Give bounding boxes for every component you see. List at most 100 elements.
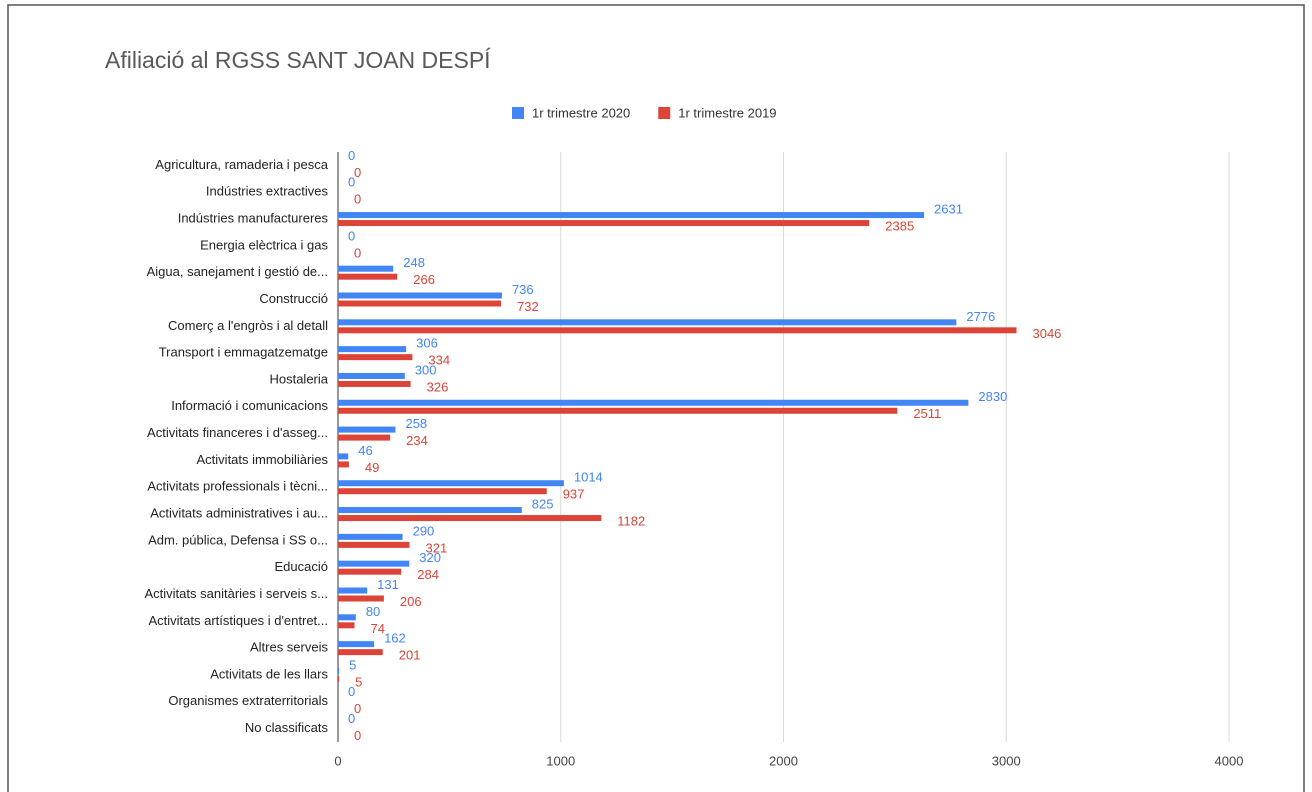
y-tick-label: Transport i emmagatzematge bbox=[159, 345, 328, 360]
bar bbox=[338, 587, 368, 594]
bar bbox=[338, 273, 398, 280]
data-label: 49 bbox=[365, 460, 379, 475]
bar bbox=[338, 372, 405, 379]
data-label: 5 bbox=[355, 674, 362, 689]
data-label: 290 bbox=[413, 523, 435, 538]
y-tick-label: Informació i comunicacions bbox=[171, 398, 328, 413]
chart-title: Afiliació al RGSS SANT JOAN DESPÍ bbox=[105, 47, 491, 73]
y-tick-label: Altres serveis bbox=[250, 640, 329, 655]
y-tick-label: Energia elèctrica i gas bbox=[200, 237, 328, 252]
data-label: 2830 bbox=[978, 389, 1007, 404]
legend-swatch bbox=[658, 107, 671, 119]
y-tick-label: Activitats de les llars bbox=[210, 666, 328, 681]
y-tick-label: Activitats sanitàries i serveis s... bbox=[145, 586, 329, 601]
data-label: 334 bbox=[428, 353, 450, 368]
data-label: 74 bbox=[370, 621, 384, 636]
data-label: 0 bbox=[354, 245, 361, 260]
data-label: 0 bbox=[348, 228, 355, 243]
data-label: 0 bbox=[348, 175, 355, 190]
data-label: 131 bbox=[377, 577, 399, 592]
legend-label: 1r trimestre 2019 bbox=[678, 105, 776, 120]
y-tick-label: Aigua, sanejament i gestió de... bbox=[147, 264, 328, 279]
data-label: 80 bbox=[366, 604, 380, 619]
data-label: 0 bbox=[354, 192, 361, 207]
x-tick-label: 3000 bbox=[992, 753, 1021, 768]
data-label: 234 bbox=[406, 433, 428, 448]
x-tick-label: 4000 bbox=[1215, 753, 1244, 768]
bar bbox=[338, 346, 407, 353]
bar bbox=[338, 407, 898, 414]
data-label: 1014 bbox=[574, 470, 603, 485]
y-tick-label: Organismes extraterritorials bbox=[168, 693, 328, 708]
data-label: 2511 bbox=[913, 406, 941, 421]
bar bbox=[338, 327, 1017, 334]
data-label: 46 bbox=[358, 443, 372, 458]
data-label: 258 bbox=[405, 416, 427, 431]
data-label: 937 bbox=[563, 487, 585, 502]
y-tick-label: Construcció bbox=[259, 291, 328, 306]
data-label: 320 bbox=[419, 550, 441, 565]
data-label: 0 bbox=[348, 684, 355, 699]
bar bbox=[338, 667, 340, 674]
bar bbox=[338, 614, 356, 621]
y-tick-label: Agricultura, ramaderia i pesca bbox=[155, 157, 328, 172]
y-tick-label: Activitats artístiques i d'entret... bbox=[149, 613, 329, 628]
y-tick-label: Activitats immobiliàries bbox=[197, 452, 329, 467]
bar bbox=[338, 265, 394, 272]
data-label: 321 bbox=[426, 540, 448, 555]
y-tick-label: No classificats bbox=[245, 720, 329, 735]
bar bbox=[338, 533, 403, 540]
data-label: 306 bbox=[416, 336, 438, 351]
legend-swatch bbox=[512, 107, 524, 119]
bar bbox=[338, 675, 340, 682]
data-label: 5 bbox=[349, 657, 356, 672]
data-label: 0 bbox=[354, 701, 361, 716]
data-label: 162 bbox=[384, 631, 406, 646]
y-tick-label: Educació bbox=[275, 559, 328, 574]
y-tick-label: Comerç a l'engròs i al detall bbox=[168, 318, 328, 333]
bar bbox=[338, 641, 375, 648]
bar bbox=[338, 649, 383, 656]
x-tick-label: 0 bbox=[334, 753, 341, 768]
bar bbox=[338, 399, 969, 406]
data-label: 1182 bbox=[617, 513, 645, 528]
bar bbox=[338, 595, 384, 602]
bar bbox=[338, 426, 396, 433]
data-label: 0 bbox=[348, 148, 355, 163]
data-label: 736 bbox=[512, 282, 534, 297]
frame bbox=[7, 4, 1305, 792]
bar bbox=[338, 453, 349, 460]
bar bbox=[338, 515, 602, 522]
data-label: 266 bbox=[413, 272, 435, 287]
data-label: 3046 bbox=[1032, 326, 1061, 341]
bar bbox=[338, 622, 355, 629]
bar bbox=[338, 560, 410, 567]
data-label: 2385 bbox=[885, 218, 914, 233]
bar bbox=[338, 220, 870, 227]
data-label: 732 bbox=[517, 299, 539, 314]
x-tick-label: 2000 bbox=[769, 753, 798, 768]
data-label: 326 bbox=[427, 379, 449, 394]
y-tick-label: Hostaleria bbox=[269, 371, 328, 386]
y-tick-label: Adm. pública, Defensa i SS o... bbox=[148, 532, 328, 547]
bar bbox=[338, 380, 411, 387]
bar bbox=[338, 541, 410, 548]
data-label: 206 bbox=[400, 594, 422, 609]
y-tick-label: Indústries manufactureres bbox=[178, 210, 329, 225]
x-tick-label: 1000 bbox=[546, 753, 575, 768]
data-label: 825 bbox=[532, 496, 554, 511]
bar bbox=[338, 292, 502, 299]
data-label: 248 bbox=[403, 255, 425, 270]
bar bbox=[338, 434, 391, 441]
bar bbox=[338, 480, 564, 487]
data-label: 0 bbox=[354, 165, 361, 180]
data-label: 2631 bbox=[934, 201, 963, 216]
bar bbox=[338, 568, 402, 575]
bar bbox=[338, 319, 957, 326]
legend-label: 1r trimestre 2020 bbox=[532, 105, 630, 120]
y-tick-label: Activitats financeres i d'asseg... bbox=[147, 425, 328, 440]
data-label: 0 bbox=[354, 728, 361, 743]
bar bbox=[338, 507, 522, 514]
bar bbox=[338, 461, 349, 468]
